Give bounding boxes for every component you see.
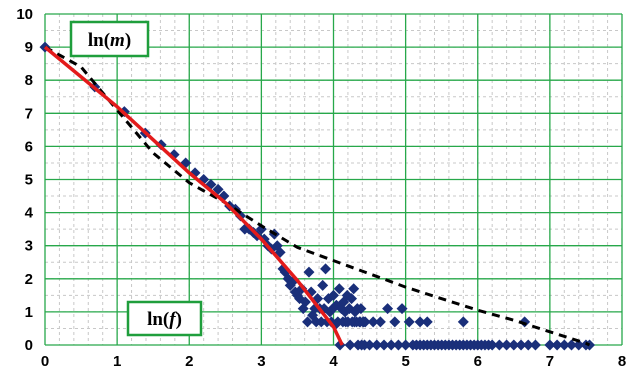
scatter-point	[457, 316, 469, 328]
scatter-point	[378, 339, 390, 351]
ln-f-var: f	[169, 309, 177, 330]
y-tick-label: 10	[16, 6, 33, 23]
y-tick-label: 6	[25, 138, 33, 155]
scatter-point	[333, 283, 345, 295]
solid-red-curve	[43, 45, 344, 346]
scatter-point	[414, 316, 426, 328]
ln-f-suffix: )	[176, 309, 182, 330]
x-tick-label: 6	[474, 353, 482, 370]
ln-m-label-box: ln(m)	[69, 20, 150, 58]
scatter-point	[359, 316, 371, 328]
scatter-point	[529, 339, 541, 351]
scatter-point	[303, 266, 315, 278]
scatter-point	[389, 316, 401, 328]
scatter-point	[400, 339, 412, 351]
scatter-point	[212, 183, 224, 195]
ln-m-box-border	[69, 20, 150, 58]
y-tick-label: 0	[25, 337, 33, 354]
ln-f-box-border	[126, 300, 203, 337]
scatter-point	[421, 316, 433, 328]
scatter-point	[320, 263, 332, 275]
y-tick-label: 5	[25, 172, 33, 189]
scatter-point	[486, 339, 498, 351]
scatter-point	[302, 316, 314, 328]
ln-f-label: ln(f)	[147, 309, 182, 330]
scatter-point	[348, 283, 360, 295]
scatter-point	[519, 316, 531, 328]
x-tick-label: 7	[546, 353, 554, 370]
scatter-point	[396, 303, 408, 315]
x-axis-tick-labels: 0 1 2 3 4 5 6 7 8	[41, 353, 626, 370]
scatter-point	[382, 303, 394, 315]
ln-f-label-box: ln(f)	[126, 300, 203, 337]
scatter-point	[493, 339, 505, 351]
scatter-point	[551, 339, 563, 351]
y-tick-label: 1	[25, 304, 33, 321]
y-tick-label: 2	[25, 271, 33, 288]
scatter-point	[328, 289, 339, 301]
x-tick-label: 1	[113, 353, 121, 370]
scatter-point	[364, 339, 376, 351]
scatter-point	[344, 339, 356, 351]
y-tick-label: 8	[25, 72, 33, 89]
scatter-point	[544, 339, 556, 351]
ln-m-label: ln(m)	[88, 30, 131, 51]
scatter-point	[299, 296, 311, 308]
scatter-point	[317, 279, 329, 291]
ln-m-var: m	[110, 30, 125, 51]
scatter-point	[573, 339, 585, 351]
scatter-points	[39, 41, 596, 351]
scatter-point	[346, 293, 358, 305]
y-tick-label: 7	[25, 105, 33, 122]
scatter-point	[515, 339, 527, 351]
scatter-point	[558, 339, 570, 351]
ln-f-prefix: ln(	[147, 309, 169, 330]
scatter-point	[566, 339, 578, 351]
ln-m-suffix: )	[125, 30, 131, 51]
scatter-point	[403, 316, 415, 328]
x-tick-label: 0	[41, 353, 49, 370]
x-tick-label: 4	[329, 353, 338, 370]
y-tick-label: 9	[25, 39, 33, 56]
y-axis-tick-labels: 0 1 2 3 4 5 6 7 8 9 10	[16, 6, 33, 354]
dashed-curve	[44, 45, 591, 347]
y-tick-label: 4	[25, 205, 34, 222]
x-tick-label: 5	[401, 353, 409, 370]
x-tick-label: 8	[618, 353, 626, 370]
scatter-point	[501, 339, 513, 351]
scatter-point	[315, 316, 327, 328]
scatter-point	[385, 339, 397, 351]
ln-m-prefix: ln(	[88, 30, 110, 51]
scatter-point	[508, 339, 520, 351]
scatter-point	[371, 339, 383, 351]
scatter-point	[367, 316, 379, 328]
x-tick-label: 3	[257, 353, 265, 370]
x-tick-label: 2	[185, 353, 193, 370]
scatter-point	[374, 316, 386, 328]
y-tick-label: 3	[25, 238, 33, 255]
scatter-point	[355, 303, 367, 315]
scatter-point	[392, 339, 404, 351]
scatter-point	[522, 339, 534, 351]
